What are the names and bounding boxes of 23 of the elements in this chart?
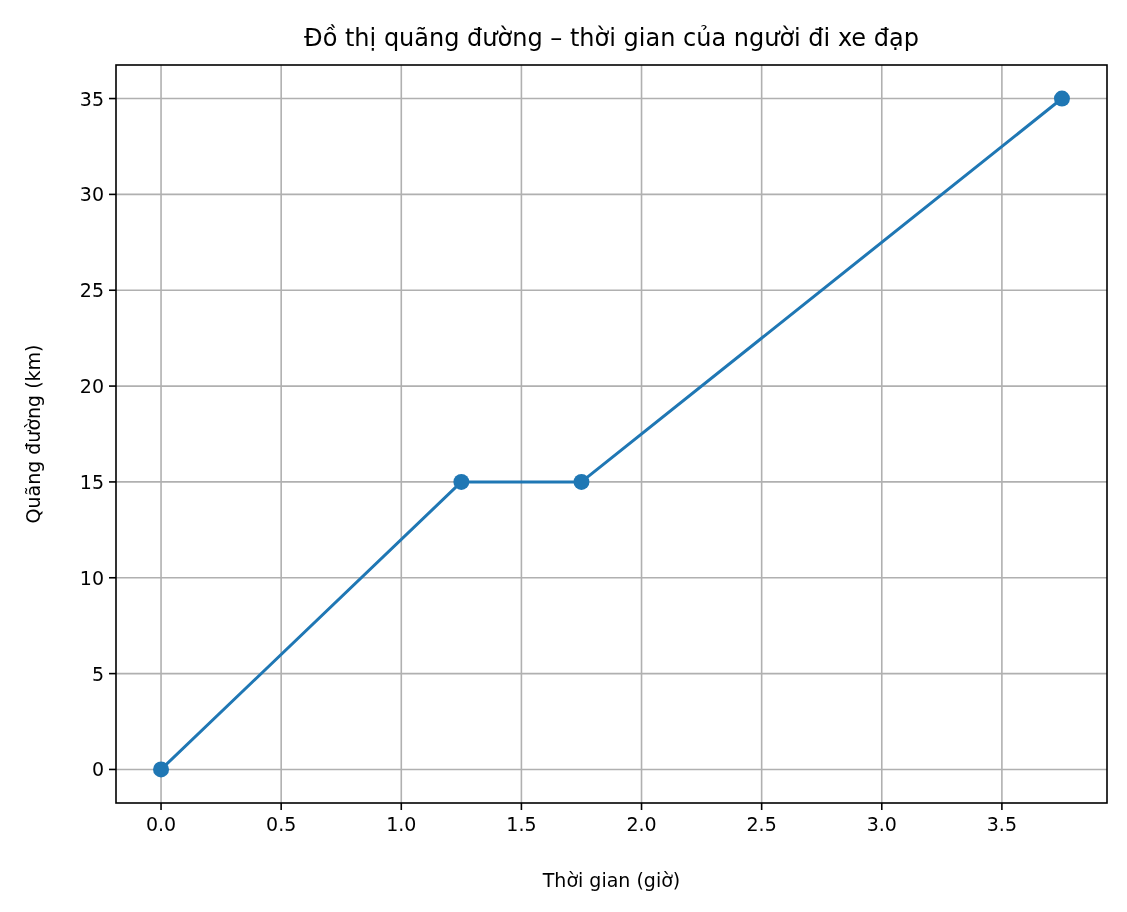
y-tick-label: 25: [79, 279, 104, 302]
chart-title: Đồ thị quãng đường – thời gian của người đi xe đạp: [304, 24, 919, 52]
x-tick-label: 0.0: [145, 813, 177, 835]
y-tick-label: 5: [91, 662, 104, 685]
y-tick-label: 30: [79, 183, 104, 206]
point: [153, 761, 170, 778]
y-tick-label: 35: [79, 87, 104, 110]
x-tick-label: 2.5: [746, 813, 777, 835]
x-tick-label: 3.0: [866, 813, 897, 835]
y-tick-label: 20: [79, 375, 104, 398]
x-axis-title: Thời gian (giờ): [541, 869, 681, 891]
point: [453, 473, 470, 490]
y-tick-label: 0: [91, 758, 104, 781]
x-tick-label: 0.5: [266, 813, 297, 835]
x-tick-label: 3.5: [986, 813, 1017, 835]
point: [573, 473, 590, 490]
point: [1053, 90, 1070, 107]
x-tick-label: 2.0: [626, 813, 657, 835]
y-tick-label: 15: [79, 470, 104, 493]
y-tick-label: 10: [79, 566, 104, 589]
x-tick-label: 1.5: [506, 813, 537, 835]
y-axis-title: Quãng đường (km): [22, 344, 44, 524]
x-tick-label: 1.0: [386, 813, 417, 835]
